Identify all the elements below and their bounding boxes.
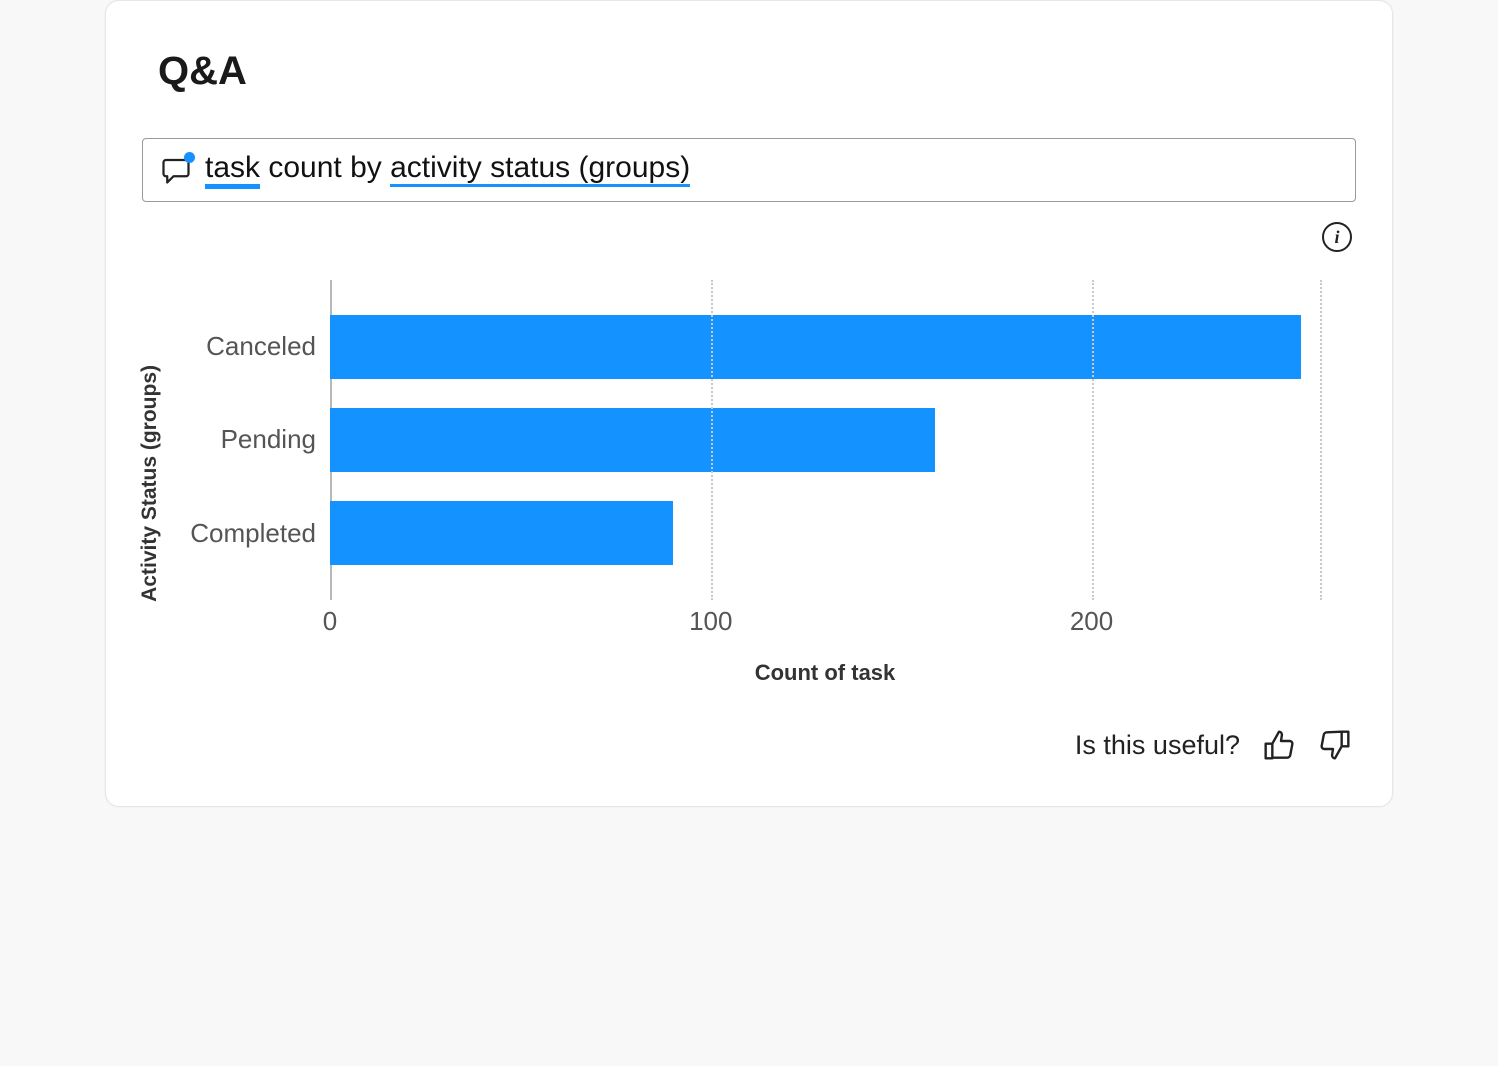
feedback-row: Is this useful? [138, 728, 1352, 762]
bar[interactable] [330, 501, 673, 565]
x-axis-title: Count of task [330, 660, 1320, 686]
category-labels: Canceled Pending Completed [170, 280, 330, 600]
feedback-prompt: Is this useful? [1075, 730, 1240, 761]
gridline [711, 280, 713, 600]
page-title: Q&A [158, 49, 1360, 94]
thumb-down-icon[interactable] [1318, 728, 1352, 762]
x-tick-label: 100 [689, 606, 732, 637]
x-tick-labels: 0100200 [330, 606, 1320, 642]
category-label: Pending [170, 408, 316, 472]
x-tick-label: 0 [323, 606, 337, 637]
gridline [1092, 280, 1094, 600]
x-tick-label: 200 [1070, 606, 1113, 637]
plot-area [330, 280, 1320, 600]
chat-notification-dot [184, 152, 195, 163]
info-icon[interactable]: i [1322, 222, 1352, 252]
y-axis-title: Activity Status (groups) [138, 365, 162, 602]
query-input-box[interactable]: task count by activity status (groups) [142, 138, 1356, 202]
query-token-countby: count by [260, 151, 390, 184]
query-text: task count by activity status (groups) [205, 151, 690, 189]
bar-chart: Activity Status (groups) Canceled Pending… [138, 280, 1360, 686]
query-token-task: task [205, 151, 260, 189]
gridline [1320, 280, 1322, 600]
chart-toolbar: i [138, 222, 1352, 252]
chat-icon [161, 156, 191, 184]
bar[interactable] [330, 408, 935, 472]
qna-card: Q&A task count by activity status (group… [105, 0, 1393, 807]
query-token-activity-status: activity status (groups) [390, 151, 690, 187]
category-label: Completed [170, 501, 316, 565]
thumb-up-icon[interactable] [1262, 728, 1296, 762]
bars-container [330, 280, 1320, 600]
bar[interactable] [330, 315, 1301, 379]
category-label: Canceled [170, 315, 316, 379]
